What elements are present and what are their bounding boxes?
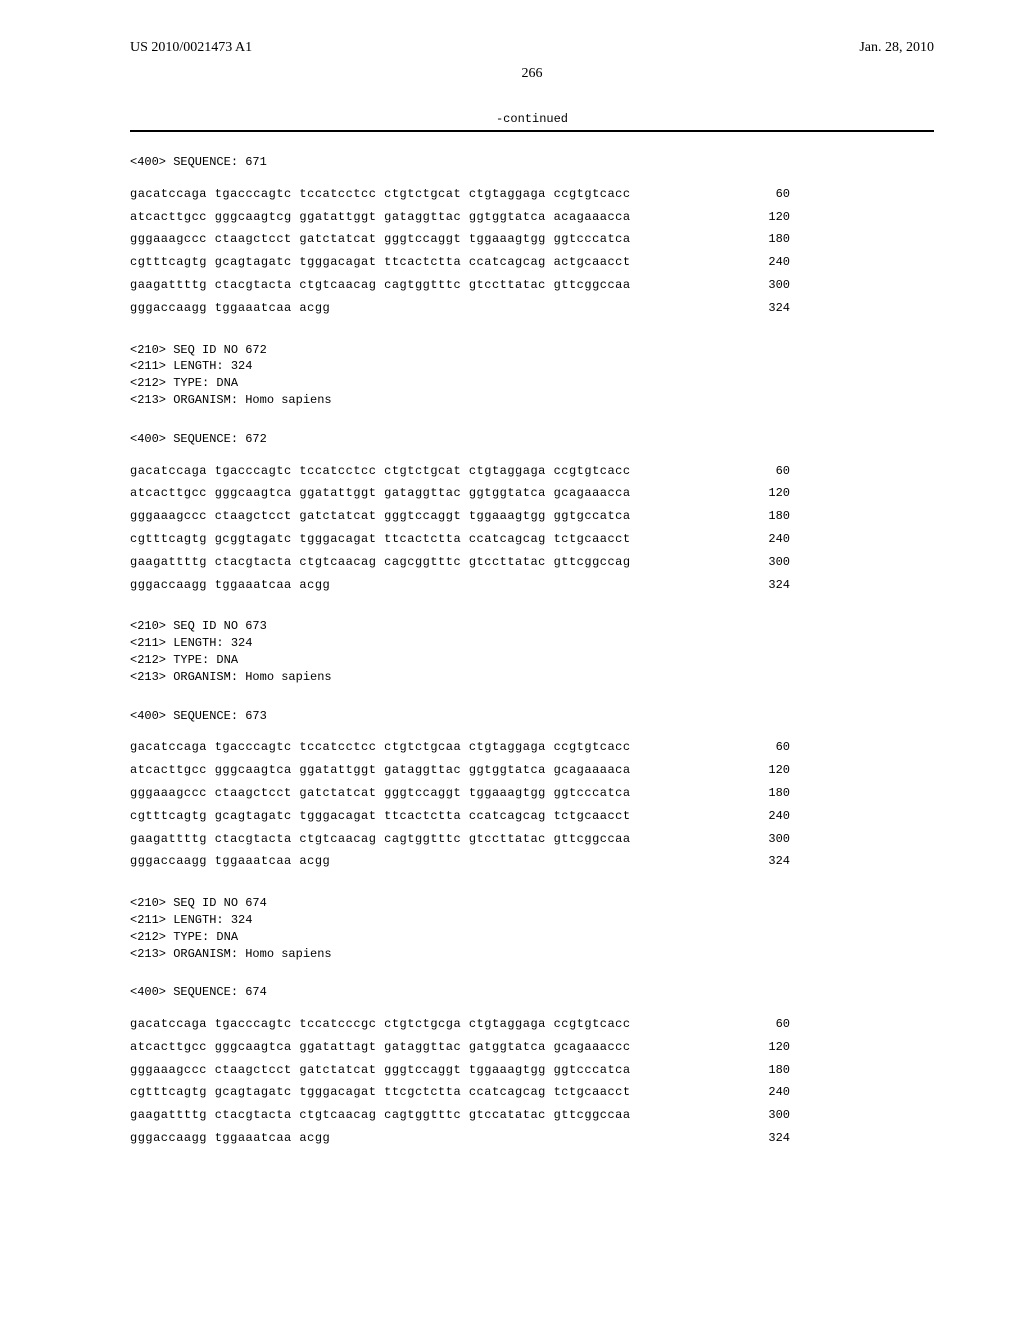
sequence-text: gaagattttg ctacgtacta ctgtcaacag cagtggt… [130,828,631,851]
sequence-line: gggaccaagg tggaaatcaa acgg 324 [130,297,790,320]
sequence-line: gaagattttg ctacgtacta ctgtcaacag cagcggt… [130,551,790,574]
sequence-block: gacatccaga tgacccagtc tccatcctcc ctgtctg… [130,460,934,597]
sequence-position: 240 [750,1081,790,1104]
sequence-line: gaagattttg ctacgtacta ctgtcaacag cagtggt… [130,828,790,851]
sequence-position: 300 [750,274,790,297]
sequence-text: gacatccaga tgacccagtc tccatcctcc ctgtctg… [130,460,631,483]
sequence-position: 120 [750,1036,790,1059]
sequence-header: <400> SEQUENCE: 671 [130,154,934,171]
page-header: US 2010/0021473 A1 Jan. 28, 2010 [130,40,934,56]
sequence-header: <400> SEQUENCE: 672 [130,431,934,448]
sequence-text: gggaaagccc ctaagctcct gatctatcat gggtcca… [130,1059,631,1082]
sequence-position: 324 [750,574,790,597]
sequence-text: gggaccaagg tggaaatcaa acgg [130,297,330,320]
sequence-line: cgtttcagtg gcagtagatc tgggacagat ttcgctc… [130,1081,790,1104]
sequence-position: 240 [750,805,790,828]
sequence-position: 180 [750,505,790,528]
sequence-position: 300 [750,551,790,574]
sequence-text: gggaccaagg tggaaatcaa acgg [130,574,330,597]
sequence-position: 180 [750,228,790,251]
sequence-line: gacatccaga tgacccagtc tccatcctcc ctgtctg… [130,736,790,759]
sequence-block: gacatccaga tgacccagtc tccatcctcc ctgtctg… [130,183,934,320]
sequence-position: 60 [750,736,790,759]
publication-number: US 2010/0021473 A1 [130,40,252,56]
sequence-text: cgtttcagtg gcagtagatc tgggacagat ttcactc… [130,805,631,828]
sequence-position: 240 [750,528,790,551]
sequence-text: gacatccaga tgacccagtc tccatcccgc ctgtctg… [130,1013,631,1036]
sequence-text: atcacttgcc gggcaagtca ggatattagt gataggt… [130,1036,631,1059]
divider [130,130,934,132]
sequence-line: gggaaagccc ctaagctcct gatctatcat gggtcca… [130,228,790,251]
sequence-line: gggaaagccc ctaagctcct gatctatcat gggtcca… [130,782,790,805]
sequences-container: <400> SEQUENCE: 671 gacatccaga tgacccagtc… [130,154,934,1150]
sequence-line: atcacttgcc gggcaagtca ggatattagt gataggt… [130,1036,790,1059]
sequence-line: atcacttgcc gggcaagtca ggatattggt gataggt… [130,759,790,782]
publication-date: Jan. 28, 2010 [859,40,934,56]
sequence-text: gggaaagccc ctaagctcct gatctatcat gggtcca… [130,228,631,251]
sequence-block: gacatccaga tgacccagtc tccatcccgc ctgtctg… [130,1013,934,1150]
sequence-line: cgtttcagtg gcagtagatc tgggacagat ttcactc… [130,805,790,828]
sequence-line: gacatccaga tgacccagtc tccatcccgc ctgtctg… [130,1013,790,1036]
sequence-line: cgtttcagtg gcagtagatc tgggacagat ttcactc… [130,251,790,274]
sequence-position: 180 [750,1059,790,1082]
sequence-block: gacatccaga tgacccagtc tccatcctcc ctgtctg… [130,736,934,873]
sequence-metadata: <210> SEQ ID NO 674 <211> LENGTH: 324 <2… [130,895,934,962]
sequence-text: cgtttcagtg gcggtagatc tgggacagat ttcactc… [130,528,631,551]
sequence-line: gggaaagccc ctaagctcct gatctatcat gggtcca… [130,505,790,528]
sequence-position: 120 [750,206,790,229]
continued-label: -continued [130,112,934,126]
sequence-line: gaagattttg ctacgtacta ctgtcaacag cagtggt… [130,1104,790,1127]
sequence-line: cgtttcagtg gcggtagatc tgggacagat ttcactc… [130,528,790,551]
sequence-text: gggaccaagg tggaaatcaa acgg [130,1127,330,1150]
sequence-metadata: <210> SEQ ID NO 672 <211> LENGTH: 324 <2… [130,342,934,409]
sequence-position: 120 [750,482,790,505]
sequence-line: atcacttgcc gggcaagtcg ggatattggt gataggt… [130,206,790,229]
sequence-text: gggaaagccc ctaagctcct gatctatcat gggtcca… [130,505,631,528]
sequence-position: 60 [750,183,790,206]
sequence-line: gggaccaagg tggaaatcaa acgg 324 [130,574,790,597]
sequence-line: gggaccaagg tggaaatcaa acgg 324 [130,1127,790,1150]
sequence-position: 180 [750,782,790,805]
sequence-position: 60 [750,460,790,483]
page-container: US 2010/0021473 A1 Jan. 28, 2010 266 -co… [0,0,1024,1212]
sequence-position: 300 [750,1104,790,1127]
sequence-line: gggaaagccc ctaagctcct gatctatcat gggtcca… [130,1059,790,1082]
sequence-text: cgtttcagtg gcagtagatc tgggacagat ttcactc… [130,251,631,274]
sequence-text: atcacttgcc gggcaagtcg ggatattggt gataggt… [130,206,631,229]
sequence-text: gggaccaagg tggaaatcaa acgg [130,850,330,873]
sequence-text: atcacttgcc gggcaagtca ggatattggt gataggt… [130,482,631,505]
sequence-text: gacatccaga tgacccagtc tccatcctcc ctgtctg… [130,736,631,759]
sequence-text: atcacttgcc gggcaagtca ggatattggt gataggt… [130,759,631,782]
sequence-position: 324 [750,1127,790,1150]
sequence-position: 300 [750,828,790,851]
sequence-text: gaagattttg ctacgtacta ctgtcaacag cagtggt… [130,1104,631,1127]
sequence-line: gggaccaagg tggaaatcaa acgg 324 [130,850,790,873]
sequence-position: 240 [750,251,790,274]
sequence-line: gaagattttg ctacgtacta ctgtcaacag cagtggt… [130,274,790,297]
sequence-text: gaagattttg ctacgtacta ctgtcaacag cagtggt… [130,274,631,297]
sequence-text: cgtttcagtg gcagtagatc tgggacagat ttcgctc… [130,1081,631,1104]
sequence-text: gacatccaga tgacccagtc tccatcctcc ctgtctg… [130,183,631,206]
sequence-header: <400> SEQUENCE: 673 [130,708,934,725]
page-number: 266 [130,66,934,82]
sequence-metadata: <210> SEQ ID NO 673 <211> LENGTH: 324 <2… [130,618,934,685]
sequence-line: gacatccaga tgacccagtc tccatcctcc ctgtctg… [130,460,790,483]
sequence-position: 60 [750,1013,790,1036]
sequence-position: 324 [750,297,790,320]
sequence-line: atcacttgcc gggcaagtca ggatattggt gataggt… [130,482,790,505]
sequence-line: gacatccaga tgacccagtc tccatcctcc ctgtctg… [130,183,790,206]
sequence-header: <400> SEQUENCE: 674 [130,984,934,1001]
sequence-text: gaagattttg ctacgtacta ctgtcaacag cagcggt… [130,551,631,574]
sequence-position: 120 [750,759,790,782]
sequence-text: gggaaagccc ctaagctcct gatctatcat gggtcca… [130,782,631,805]
sequence-position: 324 [750,850,790,873]
